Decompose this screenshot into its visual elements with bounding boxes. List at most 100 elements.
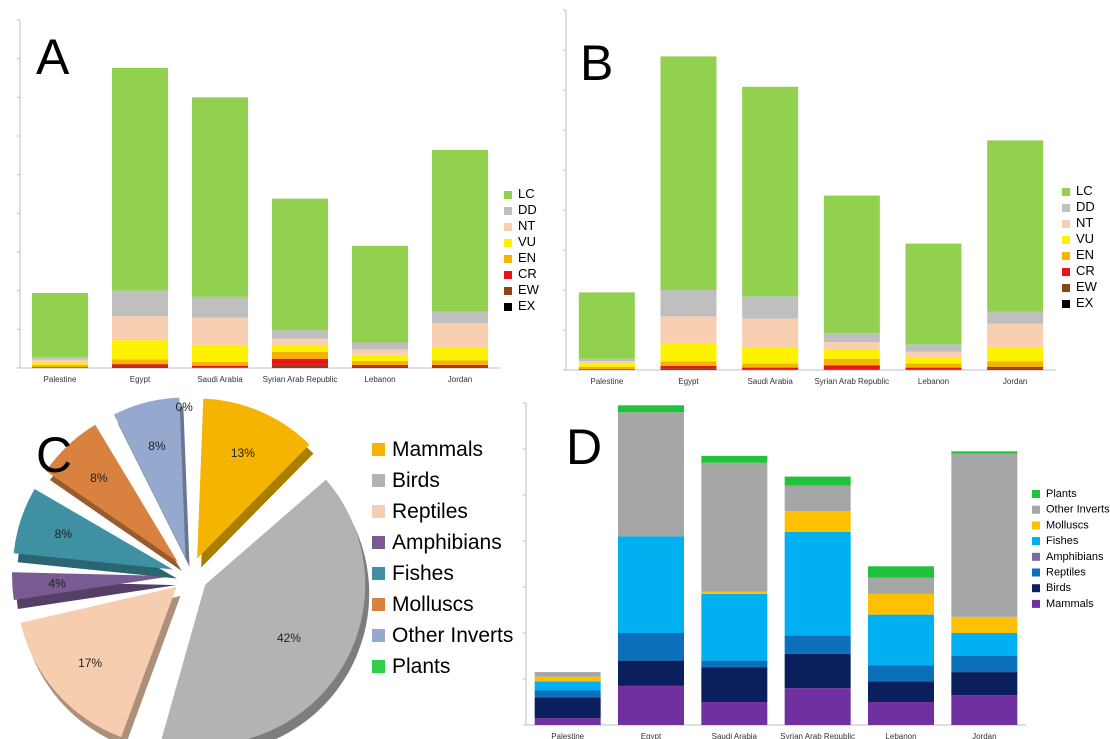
- legend-label-dd: DD: [1076, 199, 1095, 214]
- bar-palestine-en: [32, 364, 88, 368]
- legend-swatch-dd: [504, 207, 512, 215]
- bar-saudi-arabia-ew: [742, 369, 799, 370]
- bar-palestine-vu: [32, 362, 88, 365]
- bar-palestine-birds: [534, 697, 601, 719]
- x-tick-label: Syrian Arab Republic: [814, 377, 889, 386]
- bar-palestine-dd: [32, 357, 88, 360]
- legend-label-ex: EX: [518, 298, 536, 313]
- bar-saudi-arabia-birds: [701, 667, 768, 702]
- panel-letter-d: D: [566, 419, 602, 475]
- x-tick-label: Palestine: [44, 375, 77, 384]
- legend-label-cr: CR: [518, 266, 537, 281]
- legend-swatch-cr: [504, 271, 512, 279]
- pie-slice-molluscs: [45, 424, 178, 562]
- bar-palestine-cr: [32, 367, 88, 368]
- legend-label-reptiles: Reptiles: [392, 500, 468, 523]
- bar-syrian-arab-republic-nt: [272, 338, 328, 346]
- bar-egypt-vu: [112, 340, 168, 360]
- bar-jordan-nt: [987, 323, 1044, 348]
- bar-palestine-vu: [578, 363, 635, 367]
- legend-swatch-molluscs: [1032, 521, 1040, 530]
- legend-label-other-inverts: Other Inverts: [1046, 504, 1110, 516]
- panel-c-pie-chart: 13% 42% 17% 4% 8% 8% 8% 0% Mammals Birds Reptiles A…: [12, 397, 513, 739]
- bar-saudi-arabia-plants: [701, 455, 768, 463]
- bar-lebanon-birds: [868, 681, 934, 702]
- bar-egypt-plants: [618, 405, 684, 413]
- legend-swatch-nt: [504, 223, 512, 231]
- legend-swatch-birds: [372, 474, 385, 487]
- bar-egypt-ew: [112, 366, 168, 368]
- bar-egypt-mammals: [618, 685, 684, 725]
- pie-data-label-birds: 42%: [277, 631, 301, 645]
- bar-lebanon-reptiles: [868, 665, 934, 682]
- bar-palestine-nt: [578, 361, 635, 364]
- bar-syrian-arab-republic-ew: [272, 364, 328, 368]
- x-tick-label: Saudi Arabia: [747, 377, 793, 386]
- bar-palestine-fishes: [534, 681, 601, 691]
- panel-letter-b: B: [580, 35, 613, 91]
- bar-jordan-cr: [432, 364, 488, 367]
- legend-label-lc: LC: [518, 186, 535, 201]
- legend-swatch-other-inverts: [372, 629, 385, 642]
- panel-letter-a: A: [36, 29, 70, 85]
- bar-syrian-arab-republic-cr: [823, 365, 880, 370]
- bar-syrian-arab-republic-lc: [823, 195, 880, 334]
- bar-saudi-arabia-en: [742, 363, 799, 368]
- x-tick-label: Syrian Arab Republic: [780, 732, 855, 739]
- pie-slice-other-inverts: [113, 397, 186, 558]
- legend-swatch-amphibians: [1032, 552, 1040, 561]
- legend-label-dd: DD: [518, 202, 537, 217]
- bar-saudi-arabia-nt: [742, 318, 799, 348]
- panel-letter-c: C: [36, 427, 72, 483]
- legend-label-molluscs: Molluscs: [392, 593, 474, 616]
- legend-swatch-mammals: [372, 443, 385, 456]
- legend-swatch-lc: [1062, 188, 1070, 196]
- bar-egypt-en: [660, 361, 717, 366]
- pie-slice-fishes: [13, 488, 173, 570]
- x-tick-label: Lebanon: [885, 732, 916, 739]
- bar-saudi-arabia-other-inverts: [701, 462, 768, 592]
- pie-data-label-molluscs: 8%: [90, 471, 108, 485]
- bar-lebanon-en: [905, 363, 962, 368]
- bar-saudi-arabia-dd: [192, 296, 248, 318]
- legend-label-vu: VU: [1076, 231, 1094, 246]
- pie-data-label-mammals: 13%: [231, 446, 255, 460]
- bar-saudi-arabia-cr: [742, 367, 799, 370]
- bar-lebanon-mammals: [868, 702, 934, 725]
- legend-swatch-en: [1062, 252, 1070, 260]
- legend-swatch-fishes: [1032, 537, 1040, 546]
- bar-lebanon-lc: [905, 243, 962, 345]
- bar-saudi-arabia-reptiles: [701, 660, 768, 668]
- legend-label-ex: EX: [1076, 295, 1094, 310]
- legend-label-en: EN: [1076, 247, 1094, 262]
- bar-palestine-reptiles: [534, 690, 601, 698]
- bar-jordan-vu: [987, 347, 1044, 362]
- legend-swatch-cr: [1062, 268, 1070, 276]
- bar-palestine-cr: [578, 369, 635, 370]
- legend-label-nt: NT: [1076, 215, 1093, 230]
- bar-syrian-arab-republic-reptiles: [784, 635, 851, 654]
- bar-palestine-other-inverts: [534, 672, 601, 677]
- bar-palestine-lc: [578, 292, 635, 359]
- legend-label-plants: Plants: [392, 655, 450, 678]
- bar-lebanon-cr: [905, 367, 962, 370]
- bar-jordan-cr: [987, 366, 1044, 369]
- bar-jordan-birds: [951, 672, 1018, 696]
- bar-lebanon-fishes: [868, 614, 934, 666]
- x-tick-label: Jordan: [1003, 377, 1027, 386]
- legend-label-ew: EW: [518, 282, 540, 297]
- legend-label-molluscs: Molluscs: [1046, 519, 1089, 531]
- bar-syrian-arab-republic-vu: [272, 345, 328, 352]
- bar-egypt-nt: [112, 316, 168, 341]
- legend-swatch-vu: [1062, 236, 1070, 244]
- bar-syrian-arab-republic-other-inverts: [784, 485, 851, 512]
- bar-saudi-arabia-lc: [192, 97, 248, 297]
- bar-lebanon-dd: [352, 342, 408, 350]
- pie-slice-reptiles: [20, 586, 177, 738]
- bar-saudi-arabia-vu: [192, 344, 248, 362]
- x-tick-label: Egypt: [130, 375, 151, 384]
- x-tick-label: Lebanon: [364, 375, 395, 384]
- bar-saudi-arabia-dd: [742, 296, 799, 319]
- legend-swatch-vu: [504, 239, 512, 247]
- legend-label-ew: EW: [1076, 279, 1098, 294]
